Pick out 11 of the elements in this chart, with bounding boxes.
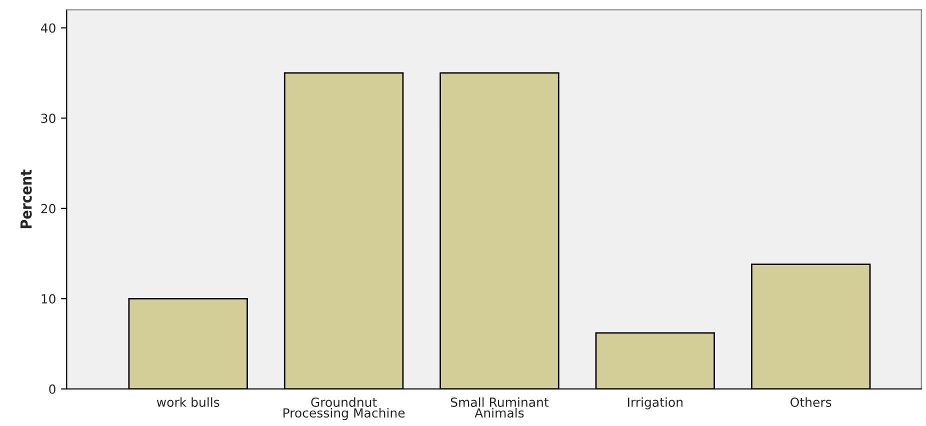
x-tick-label: Small Ruminant Animals: [450, 397, 549, 418]
x-tick-label: Irrigation: [628, 397, 682, 410]
y-tick-label: 10: [42, 294, 56, 304]
x-tick-label: Others: [790, 397, 832, 407]
x-tick-label: Groundnut Processing Machine: [283, 397, 405, 420]
y-tick-label: 30: [41, 114, 56, 124]
y-tick-label: 20: [41, 204, 56, 214]
x-tick-label: work bulls: [156, 397, 220, 407]
y-tick-label: 0: [49, 384, 56, 394]
y-axis-title: Percent: [20, 170, 32, 228]
y-tick-label: 40: [40, 23, 56, 33]
